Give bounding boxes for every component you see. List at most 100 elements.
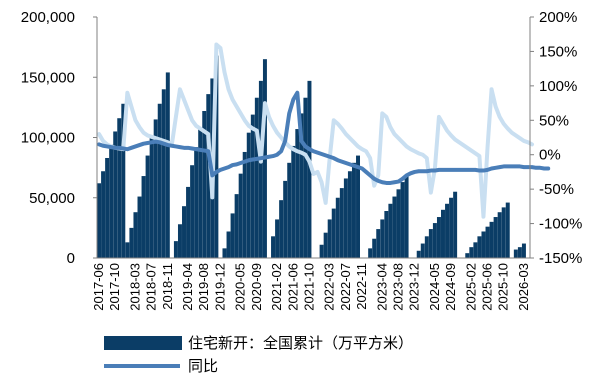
bar: [157, 103, 162, 258]
bar: [347, 171, 352, 258]
bar: [441, 209, 445, 258]
x-tick-label: 2018-03: [127, 263, 142, 311]
bar: [404, 174, 409, 258]
bar: [501, 207, 506, 258]
bar: [319, 244, 324, 258]
x-tick-label: 2017-06: [91, 263, 106, 311]
x-tick-label: 2025-02: [463, 263, 478, 311]
bar: [420, 243, 425, 258]
bar: [323, 232, 328, 258]
bar: [271, 236, 276, 258]
x-tick-label: 2019-04: [180, 263, 195, 311]
bar: [489, 221, 494, 258]
x-tick-label: 2022-07: [338, 263, 353, 311]
bar: [173, 241, 178, 258]
x-tick-label: 2018-11: [160, 263, 175, 310]
bar: [485, 226, 490, 258]
legend: 住宅新开：全国累计（万平方米） 同比: [104, 334, 413, 375]
bar: [234, 194, 239, 258]
bar: [190, 165, 195, 258]
bar: [428, 229, 433, 258]
bar: [230, 213, 235, 258]
bar: [238, 173, 243, 258]
bar: [388, 203, 393, 258]
bar: [283, 180, 288, 258]
bar: [275, 219, 280, 258]
right-y-axis: -150% -100% -50% 0% 50% 100% 150% 200%: [529, 9, 582, 267]
bar: [372, 238, 377, 258]
bar: [161, 89, 166, 258]
yoy-line: [97, 90, 551, 185]
right-tick-label: -150%: [539, 250, 582, 267]
bar: [137, 196, 142, 258]
bar: [436, 217, 441, 258]
bar: [505, 202, 510, 258]
x-tick-label: 2021-02: [269, 263, 284, 311]
bar: [469, 247, 474, 258]
bar: [113, 131, 118, 258]
bar: [453, 191, 458, 258]
x-tick-label: 2023-12: [407, 263, 422, 311]
bar: [465, 253, 470, 258]
bar: [517, 247, 522, 258]
bar: [356, 155, 360, 258]
bar: [380, 219, 385, 258]
x-tick-label: 2026-03: [516, 263, 531, 311]
bar: [445, 203, 450, 258]
bar: [303, 97, 308, 258]
bar: [149, 137, 154, 258]
x-tick-label: 2024-05: [427, 263, 442, 311]
bar: [335, 197, 340, 258]
x-tick-label: 2022-03: [322, 263, 337, 311]
bar: [432, 223, 437, 258]
bar: [214, 55, 219, 259]
right-tick-label: -50%: [539, 181, 574, 198]
bar: [125, 242, 130, 258]
left-tick-label: 100,000: [21, 130, 75, 147]
bar: [400, 182, 405, 258]
x-tick-label: 2025-06: [480, 263, 495, 311]
plot-area: [97, 42, 551, 259]
bar: [343, 178, 348, 258]
bar: [254, 97, 259, 258]
left-tick-label: 200,000: [21, 9, 75, 26]
bar: [133, 212, 138, 258]
x-tick-label: 2019-08: [196, 263, 211, 311]
x-tick-label: 2024-09: [443, 263, 458, 311]
bar: [198, 129, 203, 258]
bar: [177, 224, 182, 258]
bar: [206, 94, 211, 259]
bar: [145, 155, 150, 258]
bar: [117, 118, 122, 258]
bar: [307, 80, 312, 259]
bar: [497, 212, 502, 258]
x-tick-label: 2018-07: [144, 263, 159, 311]
x-axis: 2017-06 2017-10 2018-03 2018-07 2018-11 2019-…: [91, 257, 531, 311]
left-tick-label: 0: [67, 250, 75, 267]
bar: [202, 110, 207, 259]
bar: [368, 248, 373, 258]
x-tick-label: 2023-04: [374, 263, 389, 311]
bar: [242, 151, 247, 258]
x-tick-label: 2017-10: [107, 263, 122, 311]
right-tick-label: 100%: [539, 78, 577, 95]
bar: [513, 249, 518, 258]
right-tick-label: 0%: [539, 147, 561, 164]
x-tick-label: 2022-11: [354, 263, 369, 310]
bar: [287, 162, 292, 258]
x-tick-label: 2020-09: [249, 263, 264, 311]
bar: [493, 217, 498, 258]
x-tick-label: 2021-06: [285, 263, 300, 311]
bar: [392, 196, 397, 258]
bar: [153, 119, 158, 259]
bar: [473, 242, 478, 258]
x-tick-label: 2025-10: [496, 263, 511, 311]
legend-bar-label: 住宅新开：全国累计（万平方米）: [188, 334, 413, 352]
bar: [97, 183, 102, 258]
bar: [299, 113, 304, 259]
bar: [182, 206, 186, 258]
bar: [416, 250, 421, 258]
x-tick-label: 2021-10: [301, 263, 316, 311]
bar: [477, 236, 482, 258]
